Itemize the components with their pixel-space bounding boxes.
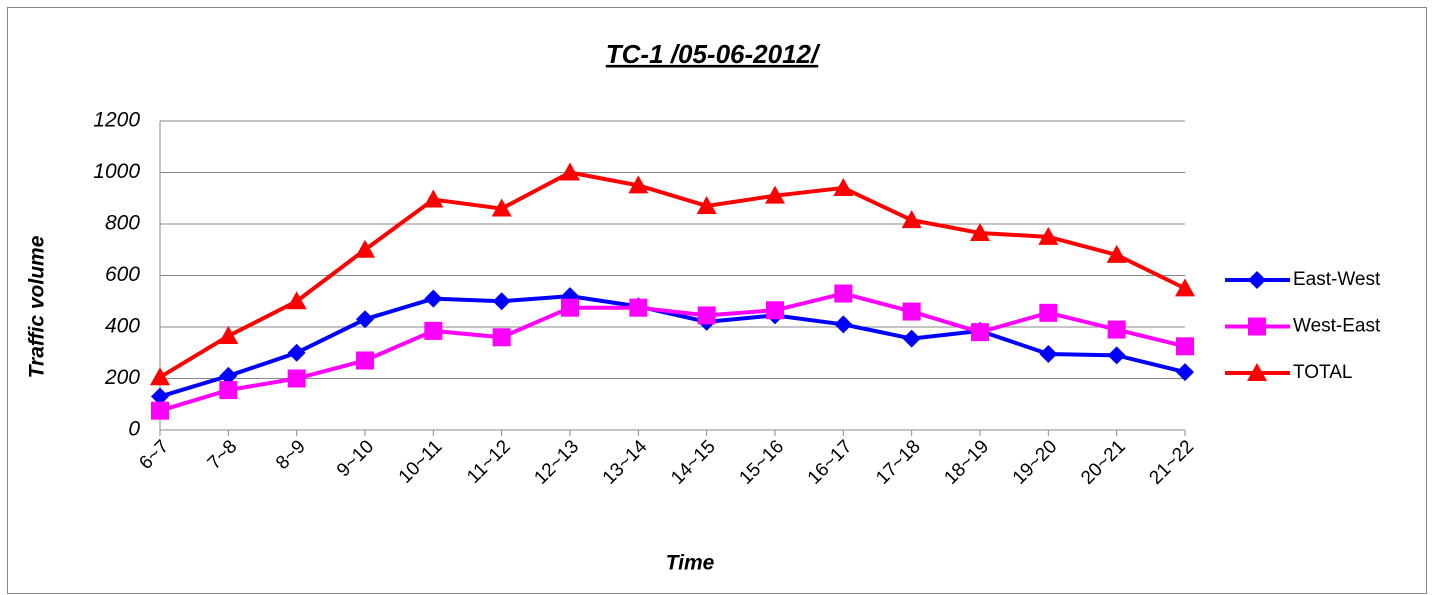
data-point xyxy=(424,289,443,308)
data-point xyxy=(1176,363,1194,382)
data-point xyxy=(287,369,306,388)
data-point xyxy=(1039,345,1058,364)
data-point xyxy=(355,239,375,258)
data-point xyxy=(902,329,921,348)
data-point xyxy=(151,387,169,406)
data-point xyxy=(766,301,784,320)
data-point xyxy=(1107,346,1126,365)
data-point xyxy=(1175,278,1195,297)
y-tick-label: 400 xyxy=(105,315,140,338)
data-point xyxy=(1106,244,1127,263)
data-point xyxy=(150,367,170,386)
y-tick-label: 200 xyxy=(104,366,140,389)
data-point xyxy=(218,326,239,345)
legend-marker xyxy=(1248,271,1266,289)
y-tick-label: 0 xyxy=(128,418,140,441)
data-point xyxy=(287,343,306,362)
data-point xyxy=(151,401,169,420)
y-tick-label: 1200 xyxy=(93,109,140,132)
legend-label: West-East xyxy=(1293,316,1381,337)
data-point xyxy=(1107,320,1126,339)
data-point xyxy=(696,195,717,214)
legend-marker xyxy=(1248,317,1266,336)
chart-frame xyxy=(7,7,1427,594)
y-axis-label: Traffic volume xyxy=(26,235,49,378)
data-point xyxy=(1038,226,1059,245)
x-axis-label: Time xyxy=(666,552,715,575)
legend-label: East-West xyxy=(1293,269,1381,290)
data-point xyxy=(901,210,922,229)
data-point xyxy=(765,185,785,204)
data-point xyxy=(833,177,854,196)
legend-label: TOTAL xyxy=(1293,362,1352,383)
y-tick-label: 600 xyxy=(105,263,140,286)
data-point xyxy=(492,292,511,311)
y-tick-label: 1000 xyxy=(93,160,140,183)
data-point xyxy=(219,366,238,385)
data-point xyxy=(561,298,579,317)
data-point xyxy=(697,306,716,325)
data-point xyxy=(356,351,374,370)
data-point xyxy=(971,323,989,342)
y-tick-label: 800 xyxy=(105,212,140,235)
series-line xyxy=(158,170,1186,379)
data-point xyxy=(970,223,990,242)
data-point xyxy=(1176,337,1194,356)
data-point xyxy=(834,284,853,303)
data-point xyxy=(560,162,580,181)
data-point xyxy=(286,291,307,310)
chart-title: TC-1 /05-06-2012/ xyxy=(606,39,821,69)
data-point xyxy=(356,310,374,329)
legend-marker xyxy=(1247,363,1267,381)
data-point xyxy=(902,302,921,321)
data-point xyxy=(1039,303,1058,322)
data-point xyxy=(423,189,444,208)
data-point xyxy=(629,298,648,317)
series-line xyxy=(159,294,1186,399)
data-point xyxy=(492,328,511,347)
data-point xyxy=(628,175,649,194)
series-line xyxy=(159,291,1186,413)
data-point xyxy=(219,381,238,400)
data-point xyxy=(491,198,512,217)
data-point xyxy=(834,315,853,334)
data-point xyxy=(424,321,443,340)
